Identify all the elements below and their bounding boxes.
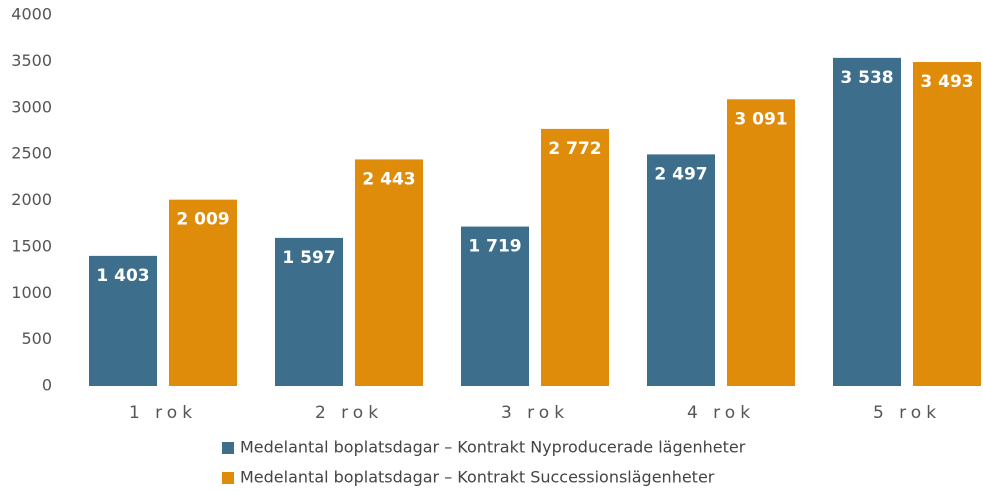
y-tick-label: 500 [21,329,52,348]
y-tick-label: 2000 [11,190,52,209]
y-tick-label: 1000 [11,283,52,302]
data-label: 2 497 [654,164,707,184]
y-tick-label: 3000 [11,97,52,116]
data-label: 1 403 [96,266,149,286]
x-tick-label: 5 rok [873,403,941,423]
bar [833,57,901,387]
bar [647,154,715,386]
y-tick-label: 4000 [11,5,52,24]
bar [541,128,609,386]
bar [913,62,981,386]
legend-label: Medelantal boplatsdagar – Kontrakt Succe… [240,468,715,487]
data-label: 3 493 [920,72,973,92]
bar [275,237,343,386]
data-label: 2 772 [548,139,601,159]
data-label: 2 009 [176,210,229,230]
data-label: 3 091 [734,109,787,129]
legend-swatch [222,442,234,454]
data-label: 2 443 [362,169,415,189]
data-label: 3 538 [840,68,893,88]
bar [355,159,423,386]
data-label: 1 719 [468,237,521,257]
bar [89,255,157,386]
x-tick-label: 2 rok [315,403,383,423]
y-tick-label: 3500 [11,51,52,70]
x-tick-label: 4 rok [687,403,755,423]
y-tick-label: 1500 [11,236,52,255]
y-tick-label: 2500 [11,144,52,163]
x-tick-label: 1 rok [129,403,197,423]
legend-label: Medelantal boplatsdagar – Kontrakt Nypro… [240,438,746,457]
bar [461,226,529,386]
y-tick-label: 0 [42,376,52,395]
bar [727,99,795,386]
x-tick-label: 3 rok [501,403,569,423]
bar [169,199,237,386]
data-label: 1 597 [282,248,335,268]
legend-swatch [222,472,234,484]
